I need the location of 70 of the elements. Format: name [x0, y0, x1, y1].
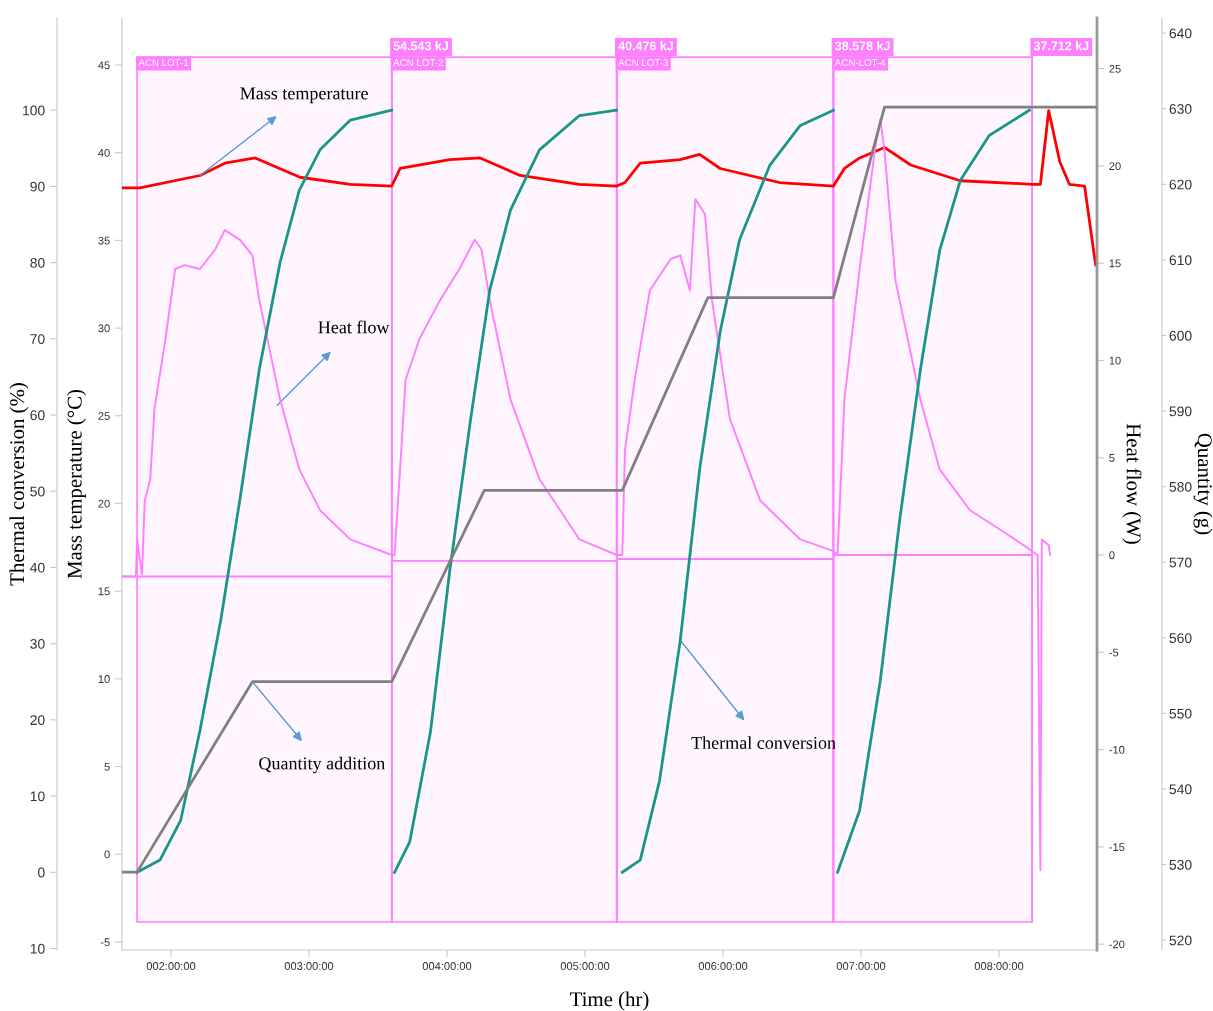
y2-tick-label: -20	[1109, 940, 1125, 949]
y-tick-label: 570	[1169, 557, 1192, 568]
y2-tick-label: 5	[1109, 454, 1115, 462]
y-tick-label: 610	[1169, 255, 1192, 266]
y-tick-label: 15	[98, 587, 110, 596]
x-tick-label: 005:00:00	[560, 962, 610, 970]
y2-tick-label: 10	[1109, 356, 1121, 365]
x-tick-label: 002:00:00	[146, 962, 196, 970]
annotation: Heat flow	[318, 320, 390, 334]
y3-tick-label: 30	[30, 638, 45, 649]
y-axis-title: Quantity (g)	[1193, 433, 1213, 535]
y-tick-label: 560	[1169, 633, 1192, 643]
y-tick-label: 45	[98, 61, 110, 70]
y-tick-label: 620	[1169, 179, 1192, 190]
y3-axis-title: Thermal conversion (%)	[9, 383, 29, 586]
y-tick-label: -5	[100, 938, 110, 947]
y3-tick-label: 60	[30, 410, 45, 421]
y3-tick-label: 70	[30, 334, 45, 344]
x-tick-label: 006:00:00	[698, 962, 748, 970]
y3-tick-label: 50	[30, 486, 45, 497]
y2-tick-label: -10	[1109, 745, 1125, 754]
y-tick-label: 590	[1169, 406, 1192, 417]
y-tick-label: 640	[1169, 28, 1192, 39]
y-tick-label: 35	[98, 236, 110, 245]
x-tick-label: 003:00:00	[284, 962, 334, 970]
band-label: ACN-LOT-4	[834, 59, 886, 67]
band-label: ACN LOT-2	[393, 59, 443, 67]
y3-tick-label: 0	[38, 867, 45, 878]
y-tick-label: 600	[1169, 330, 1192, 341]
annotation: Mass temperature	[240, 87, 368, 104]
y-tick-label: 540	[1169, 784, 1192, 795]
ref-line-label: 54.543 kJ	[393, 41, 448, 51]
y3-tick-label: 40	[30, 562, 45, 573]
y-tick-label: 0	[104, 850, 110, 859]
x-tick-label: 004:00:00	[422, 962, 472, 970]
y2-tick-label: 15	[1109, 259, 1121, 268]
y-tick-label: 630	[1169, 104, 1192, 114]
y-tick-label: 25	[98, 412, 110, 420]
y2-tick-label: 20	[1109, 162, 1121, 171]
y-tick-label: 530	[1169, 859, 1192, 870]
y2-tick-label: -15	[1109, 843, 1125, 852]
y-tick-label: 550	[1169, 708, 1192, 719]
y2-axis-title: Heat flow (W)	[1122, 423, 1142, 544]
y-tick-label: 520	[1169, 935, 1192, 946]
y3-tick-label: 10	[30, 791, 45, 802]
y3-tick-label: 20	[30, 715, 45, 726]
ref-line-label: 38.578 kJ	[835, 41, 890, 51]
y3-tick-label: 90	[30, 181, 45, 192]
x-tick-label: 007:00:00	[836, 962, 886, 970]
y-axis-title: Mass temperature (°C)	[67, 389, 86, 579]
y-tick-label: 30	[98, 324, 110, 333]
y-tick-label: 20	[98, 499, 110, 508]
y-tick-label: 5	[104, 762, 110, 771]
band-label: ACN LOT-1	[138, 59, 189, 67]
annotation: Thermal conversion	[691, 736, 836, 749]
x-tick-label: 008:00:00	[974, 962, 1024, 970]
y3-tick-label: 100	[23, 105, 45, 116]
y-tick-label: 10	[98, 675, 110, 683]
y2-tick-label: 0	[1109, 551, 1115, 560]
ref-line-label: 37.712 kJ	[1033, 41, 1089, 51]
y-tick-label: 40	[98, 148, 110, 157]
x-axis-title: Time (hr)	[570, 991, 649, 1011]
y-tick-label: 580	[1169, 481, 1192, 492]
y3-tick-label: 80	[30, 257, 45, 268]
y2-tick-label: 25	[1109, 64, 1121, 73]
ref-line-label: 40.476 kJ	[618, 41, 673, 51]
band-label: ACN LOT-3	[618, 59, 668, 67]
y3-tick-label: 10	[30, 943, 45, 954]
annotation: Quantity addition	[259, 756, 386, 774]
y2-tick-label: -5	[1109, 648, 1119, 657]
